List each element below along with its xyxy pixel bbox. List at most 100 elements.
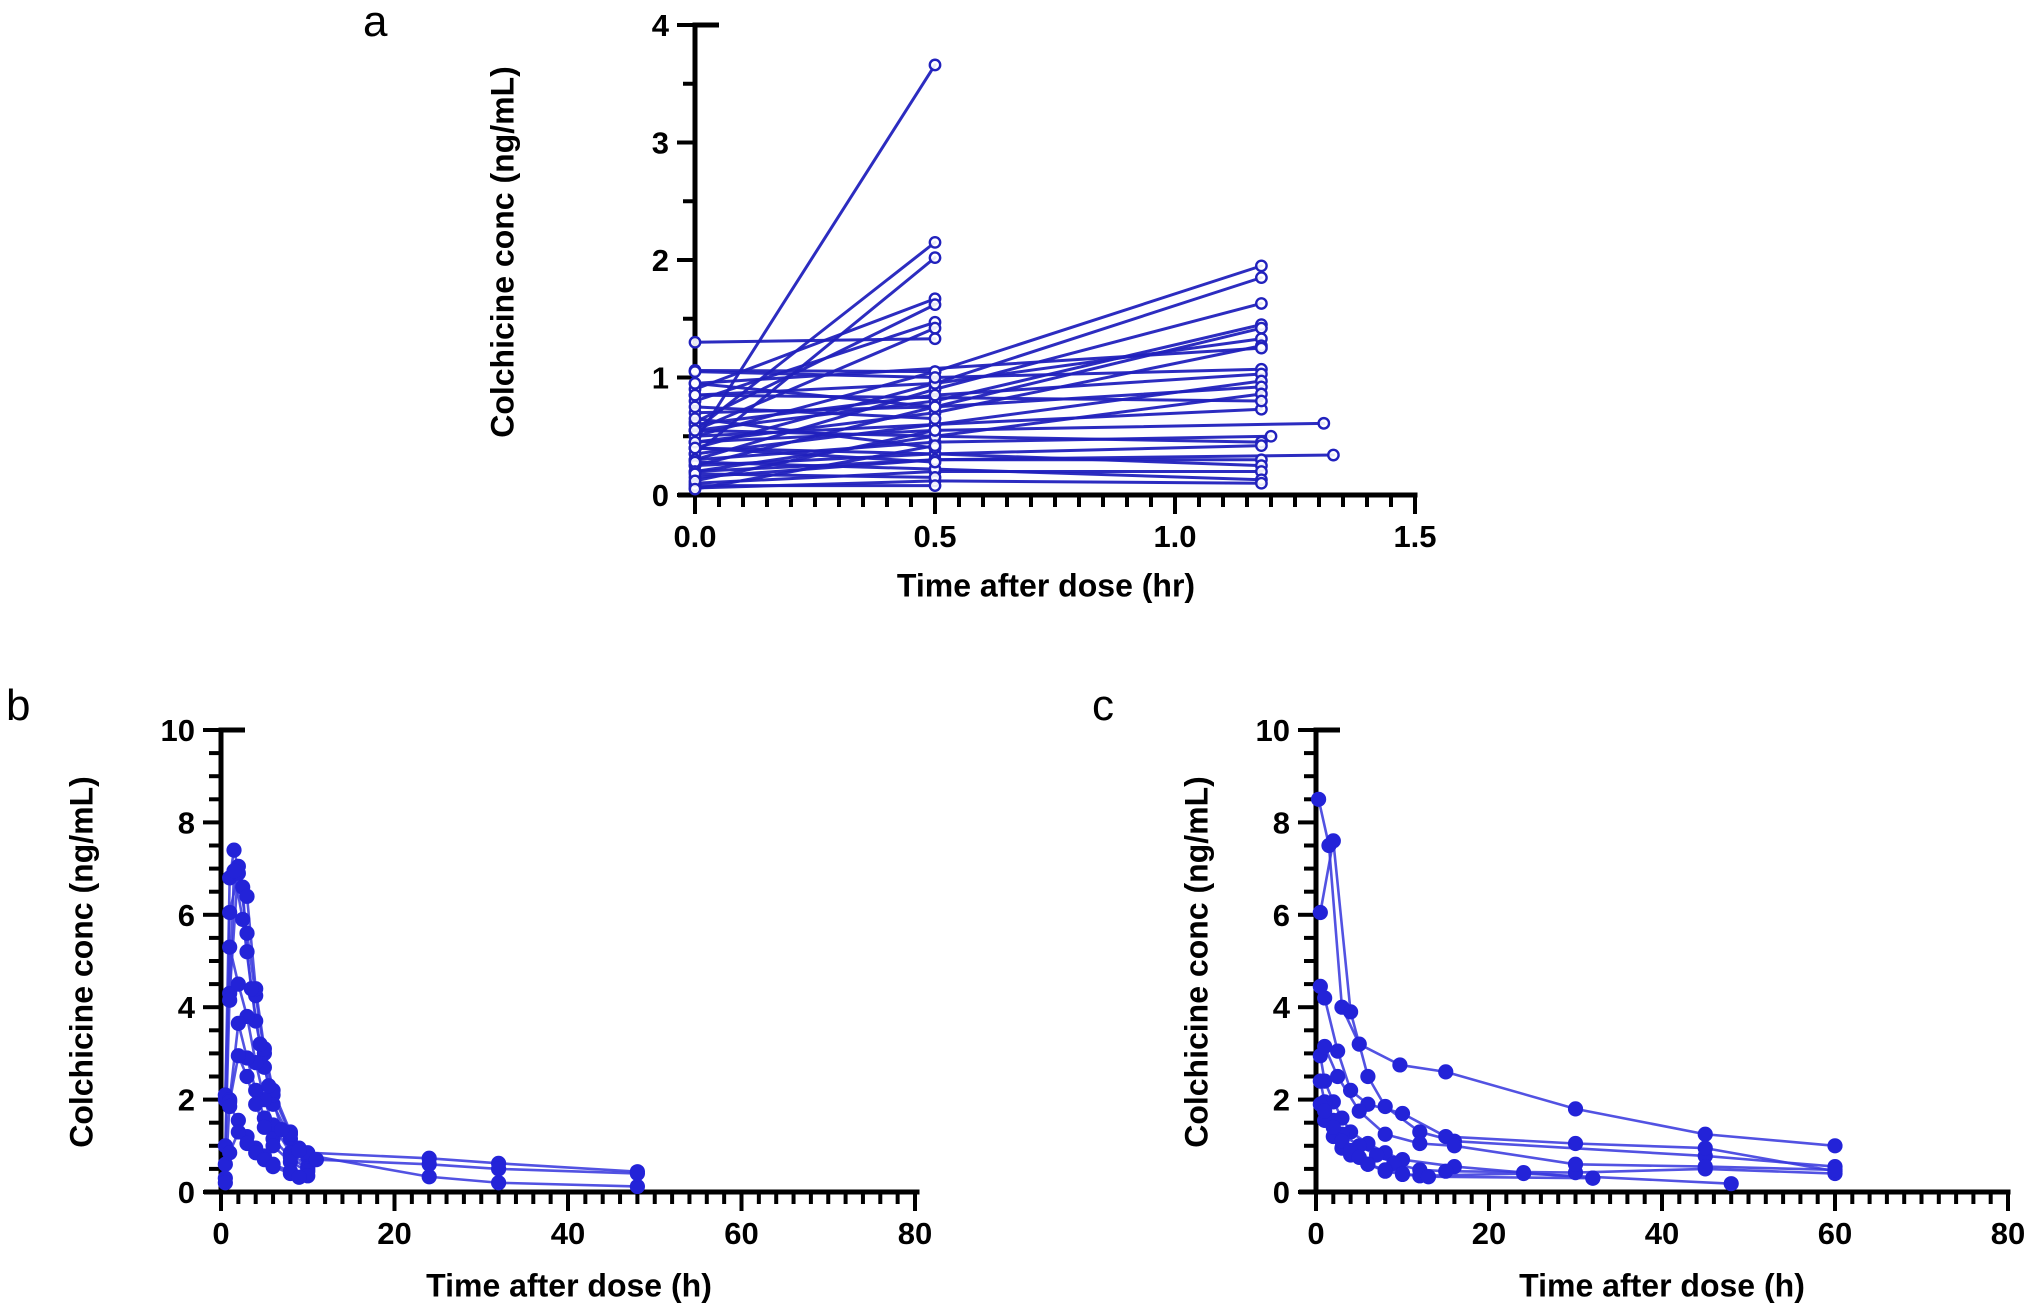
data-point — [1516, 1165, 1532, 1182]
data-point — [230, 1015, 246, 1031]
x-tick-label: 40 — [1645, 1216, 1679, 1251]
data-point — [265, 1138, 281, 1154]
series-line — [693, 63, 937, 444]
data-point — [421, 1156, 437, 1172]
data-point — [230, 1048, 246, 1064]
data-point — [256, 1119, 272, 1135]
series-line — [693, 417, 937, 450]
y-tick-label: 4 — [1273, 990, 1291, 1025]
x-tick-label: 0 — [1307, 1216, 1324, 1251]
data-point — [928, 321, 942, 335]
y-tick-label: 3 — [652, 126, 669, 161]
series-line — [1317, 797, 1837, 1148]
data-point — [222, 904, 238, 921]
data-point — [1567, 1156, 1584, 1172]
series-line — [693, 346, 1263, 385]
data-point — [1255, 394, 1268, 408]
panel-b-x-axis-title: Time after dose (h) — [426, 1267, 712, 1304]
data-point — [230, 976, 246, 992]
panel-b-letter: b — [6, 681, 31, 730]
data-point — [274, 1122, 290, 1138]
data-point — [1567, 1135, 1584, 1152]
data-point — [291, 1142, 307, 1159]
series-line — [693, 405, 937, 421]
data-point — [1317, 1103, 1333, 1119]
series-line — [693, 337, 937, 344]
data-point — [239, 944, 255, 960]
y-tick-label: 8 — [178, 805, 195, 840]
series-line — [693, 297, 937, 391]
y-tick-label: 10 — [1256, 713, 1290, 748]
x-tick-label: 20 — [1472, 1216, 1506, 1251]
data-point — [1377, 1098, 1393, 1115]
series-line — [693, 256, 937, 456]
data-point — [291, 1169, 307, 1185]
data-point — [1343, 1004, 1359, 1020]
data-point — [1255, 341, 1268, 355]
data-point — [1412, 1135, 1428, 1152]
panel-a-y-axis-title: Colchicine conc (ng/mL) — [484, 66, 521, 438]
data-point — [308, 1152, 325, 1168]
data-point — [222, 1098, 238, 1115]
data-point — [1360, 1068, 1376, 1085]
data-point — [491, 1161, 507, 1177]
data-point — [230, 1124, 246, 1140]
data-point — [928, 412, 942, 426]
data-point — [243, 981, 259, 997]
series-line — [693, 444, 937, 491]
x-tick-label: 0 — [212, 1216, 229, 1251]
data-point — [1312, 978, 1328, 995]
data-point — [928, 479, 942, 492]
y-tick-label: 4 — [178, 990, 196, 1025]
y-tick-label: 6 — [178, 898, 195, 933]
panel-c-letter: c — [1092, 681, 1114, 730]
data-point — [1255, 271, 1268, 285]
data-point — [421, 1169, 437, 1185]
data-point — [688, 423, 702, 437]
data-point — [1317, 990, 1333, 1006]
panel-c-y-axis-title: Colchicine conc (ng/mL) — [1178, 776, 1215, 1148]
data-point — [629, 1165, 646, 1182]
y-tick-label: 2 — [652, 243, 669, 278]
panel-a-x-axis-title: Time after dose (hr) — [896, 567, 1196, 604]
data-point — [1360, 1156, 1376, 1172]
y-tick-label: 8 — [1273, 805, 1290, 840]
x-tick-label: 0.5 — [913, 519, 956, 554]
data-point — [230, 1112, 246, 1128]
data-point — [1585, 1170, 1601, 1186]
data-point — [688, 335, 702, 349]
y-tick-label: 1 — [652, 361, 669, 396]
data-point — [1255, 297, 1268, 310]
data-point — [688, 388, 702, 402]
y-tick-label: 2 — [1273, 1083, 1290, 1118]
data-point — [928, 388, 942, 402]
data-point — [491, 1175, 507, 1191]
data-point — [1327, 448, 1340, 462]
data-point — [252, 1036, 268, 1052]
data-point — [1723, 1176, 1739, 1192]
data-point — [1255, 321, 1268, 335]
y-tick-label: 4 — [652, 8, 670, 43]
data-point — [1827, 1138, 1843, 1154]
data-point — [226, 863, 242, 879]
data-point — [1255, 476, 1268, 490]
data-point — [222, 1145, 238, 1161]
series-line — [693, 303, 937, 424]
data-point — [1351, 1036, 1367, 1052]
y-tick-label: 0 — [1273, 1175, 1290, 1210]
data-point — [1438, 1163, 1454, 1179]
series-line — [693, 393, 1263, 403]
data-point — [1312, 904, 1328, 921]
data-point — [1446, 1138, 1462, 1154]
data-point — [1330, 1068, 1346, 1085]
y-tick-label: 0 — [652, 478, 669, 513]
data-point — [928, 251, 942, 265]
panel-c-x-axis-title: Time after dose (h) — [1519, 1267, 1805, 1304]
data-point — [1420, 1169, 1437, 1185]
data-point — [928, 235, 942, 249]
x-tick-label: 80 — [898, 1216, 932, 1251]
data-point — [222, 992, 238, 1008]
data-point — [265, 1158, 281, 1175]
series-line — [693, 472, 937, 479]
